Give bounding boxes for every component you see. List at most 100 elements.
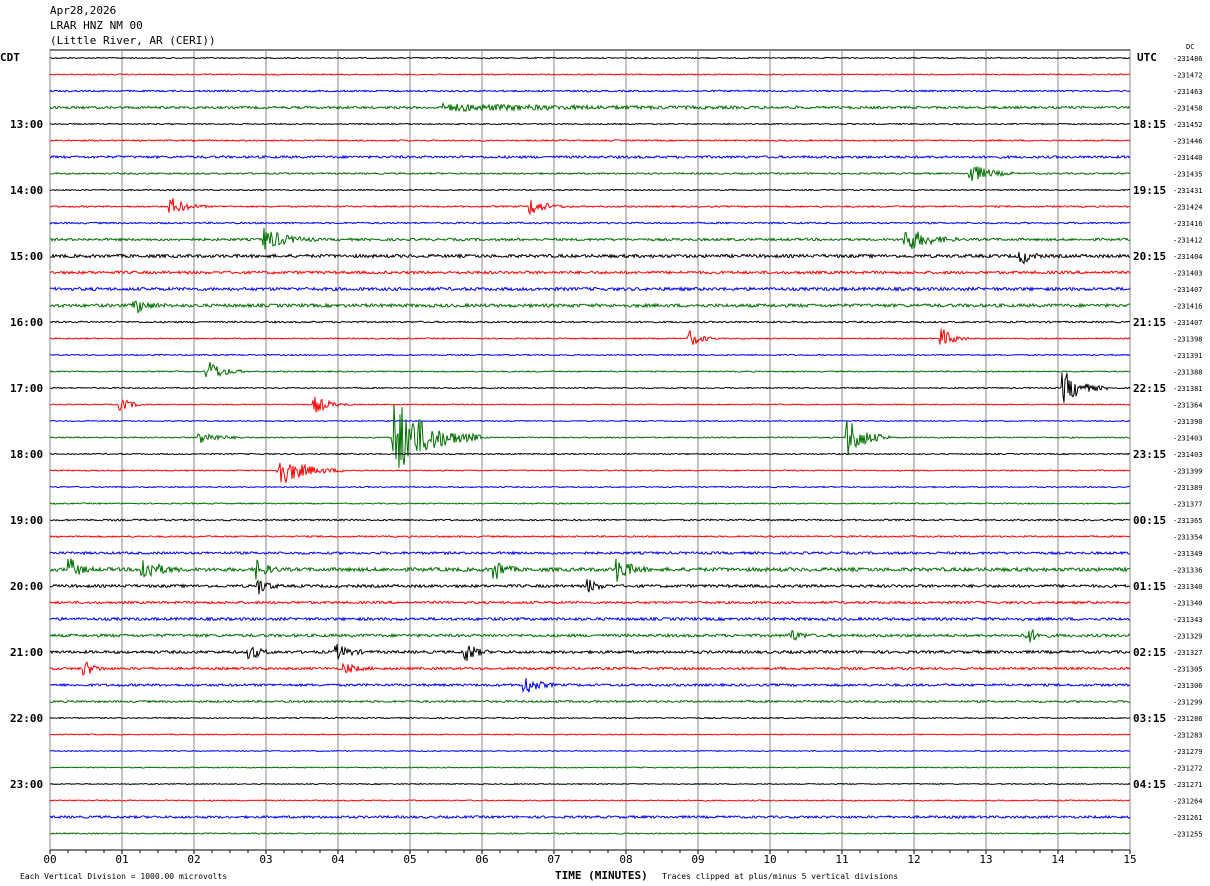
dc-value: -231364: [1173, 402, 1203, 410]
left-hour-label: 14:00: [10, 184, 43, 197]
trace-36: [49, 644, 1131, 662]
right-hour-label: 23:15: [1133, 448, 1166, 461]
clip-note: Traces clipped at plus/minus 5 vertical …: [662, 872, 898, 881]
dc-value: -231403: [1173, 270, 1203, 278]
x-tick-label: 02: [187, 853, 200, 866]
x-tick-label: 11: [835, 853, 848, 866]
right-hour-label: 01:15: [1133, 580, 1166, 593]
trace-20: [49, 372, 1131, 403]
right-hour-label: 21:15: [1133, 316, 1166, 329]
dc-value: -231399: [1173, 468, 1203, 476]
trace-31: [49, 558, 1131, 582]
dc-value: -231435: [1173, 171, 1203, 179]
right-hour-label: 19:15: [1133, 184, 1166, 197]
trace-5: [49, 138, 1131, 142]
x-tick-label: 08: [619, 853, 632, 866]
dc-value: -231398: [1173, 336, 1203, 344]
dc-value: -231327: [1173, 649, 1203, 657]
trace-37: [49, 661, 1131, 676]
dc-value: -231261: [1173, 814, 1203, 822]
trace-15: [49, 300, 1131, 314]
dc-value: -231452: [1173, 121, 1203, 129]
trace-26: [49, 485, 1131, 489]
dc-value: -231403: [1173, 451, 1203, 459]
trace-16: [49, 320, 1131, 324]
dc-value: -231279: [1173, 748, 1203, 756]
trace-27: [49, 502, 1131, 505]
trace-44: [49, 782, 1131, 786]
dc-value: -231381: [1173, 385, 1203, 393]
dc-value: -231305: [1173, 666, 1203, 674]
dc-value: -231299: [1173, 699, 1203, 707]
scale-note: Each Vertical Division = 1000.00 microvo…: [20, 872, 227, 881]
location-label: (Little River, AR (CERI)): [50, 34, 216, 47]
x-tick-label: 09: [691, 853, 704, 866]
trace-2: [49, 89, 1131, 93]
trace-35: [49, 628, 1131, 643]
trace-40: [49, 716, 1131, 720]
x-tick-label: 13: [979, 853, 992, 866]
trace-42: [49, 749, 1131, 753]
x-tick-label: 00: [43, 853, 56, 866]
trace-10: [49, 221, 1131, 225]
left-hour-label: 17:00: [10, 382, 43, 395]
trace-19: [49, 361, 1131, 378]
x-tick-label: 14: [1051, 853, 1065, 866]
dc-value: -231416: [1173, 220, 1203, 228]
dc-value: -231388: [1173, 369, 1203, 377]
trace-12: [50, 251, 1131, 265]
plot-frame: [49, 49, 1131, 851]
trace-18: [49, 353, 1131, 357]
right-hour-label: 00:15: [1133, 514, 1166, 527]
left-hour-label: 23:00: [10, 778, 43, 791]
trace-28: [50, 518, 1131, 522]
trace-38: [49, 678, 1131, 693]
x-tick-label: 06: [475, 853, 488, 866]
trace-41: [49, 733, 1131, 736]
dc-value: -231424: [1173, 204, 1203, 212]
trace-29: [49, 534, 1131, 539]
trace-21: [49, 396, 1131, 413]
dc-value: -231446: [1173, 138, 1203, 146]
dc-value: -231329: [1173, 633, 1203, 641]
trace-47: [49, 832, 1131, 835]
dc-value: -231365: [1173, 517, 1203, 525]
dc-value: -231272: [1173, 765, 1203, 773]
x-tick-label: 01: [115, 853, 128, 866]
right-timezone-label: UTC: [1137, 51, 1157, 64]
dc-value: -231440: [1173, 154, 1203, 162]
trace-34: [49, 616, 1131, 622]
dc-value: -231306: [1173, 682, 1203, 690]
left-hour-label: 22:00: [10, 712, 43, 725]
right-hour-label: 04:15: [1133, 778, 1166, 791]
dc-value: -231377: [1173, 501, 1203, 509]
trace-23: [49, 403, 1131, 468]
dc-value: -231340: [1173, 583, 1203, 591]
dc-value: -231463: [1173, 88, 1203, 96]
x-tick-label: 07: [547, 853, 560, 866]
trace-6: [49, 154, 1131, 160]
dc-value: -231404: [1173, 253, 1203, 261]
trace-24: [49, 452, 1131, 456]
left-hour-label: 19:00: [10, 514, 43, 527]
dc-value: -231336: [1173, 567, 1203, 575]
dc-value: -231390: [1173, 418, 1203, 426]
trace-22: [49, 419, 1131, 423]
trace-9: [49, 198, 1131, 216]
right-hour-label: 18:15: [1133, 118, 1166, 131]
x-tick-label: 12: [907, 853, 920, 866]
trace-1: [49, 73, 1131, 76]
left-hour-label: 21:00: [10, 646, 43, 659]
dc-value: -231349: [1173, 550, 1203, 558]
right-hour-label: 20:15: [1133, 250, 1166, 263]
trace-8: [49, 188, 1130, 192]
right-hour-label: 03:15: [1133, 712, 1166, 725]
trace-45: [49, 799, 1131, 802]
trace-7: [49, 166, 1131, 181]
trace-46: [49, 814, 1131, 820]
dc-value: -231416: [1173, 303, 1203, 311]
left-timezone-label: CDT: [0, 51, 20, 64]
left-hour-label: 16:00: [10, 316, 43, 329]
